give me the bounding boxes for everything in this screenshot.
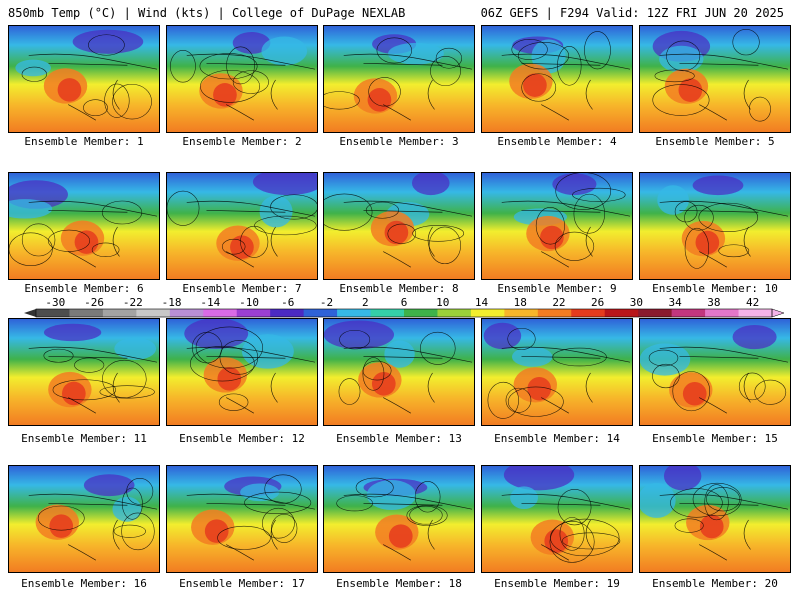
colorbar-tick-label: -22 — [123, 296, 143, 309]
run-info: 06Z GEFS | F294 Valid: 12Z FRI JUN 20 20… — [480, 6, 784, 20]
colorbar-segment — [136, 309, 171, 317]
colorbar-tick-label: -14 — [200, 296, 220, 309]
colorbar-segment — [36, 309, 70, 317]
chart-title: 850mb Temp (°C) | Wind (kts) | College o… — [8, 6, 406, 20]
member-map-9 — [481, 172, 633, 280]
colorbar-tick-label: 6 — [401, 296, 408, 309]
colorbar-segment — [69, 309, 104, 317]
colorbar-tick-label: 26 — [591, 296, 604, 309]
member-label-5: Ensemble Member: 5 — [655, 135, 775, 148]
member-label-1: Ensemble Member: 1 — [24, 135, 144, 148]
colorbar-segment — [705, 309, 740, 317]
colorbar-tick-label: 34 — [669, 296, 683, 309]
colorbar-segment — [738, 309, 773, 317]
member-label-15: Ensemble Member: 15 — [652, 432, 778, 445]
colorbar-segment — [236, 309, 271, 317]
member-map-1 — [8, 25, 160, 133]
member-map-8 — [323, 172, 475, 280]
colorbar-tick-label: 14 — [475, 296, 489, 309]
member-label-19: Ensemble Member: 19 — [494, 577, 620, 590]
member-label-16: Ensemble Member: 16 — [21, 577, 147, 590]
colorbar-segment — [169, 309, 204, 317]
member-map-2 — [166, 25, 318, 133]
colorbar-tick-label: 30 — [630, 296, 643, 309]
colorbar-segment — [504, 309, 539, 317]
member-label-3: Ensemble Member: 3 — [339, 135, 459, 148]
colorbar-tick-label: 22 — [552, 296, 565, 309]
colorbar-segment — [203, 309, 238, 317]
colorbar-segment — [638, 309, 673, 317]
member-map-20 — [639, 465, 791, 573]
colorbar-tick-label: 10 — [436, 296, 449, 309]
colorbar-segment — [604, 309, 639, 317]
colorbar-segment — [303, 309, 338, 317]
colorbar-segment — [270, 309, 305, 317]
member-map-7 — [166, 172, 318, 280]
colorbar-segment — [102, 309, 137, 317]
member-map-6 — [8, 172, 160, 280]
colorbar-tick-label: 42 — [746, 296, 759, 309]
member-map-11 — [8, 318, 160, 426]
colorbar-segment — [404, 309, 438, 317]
colorbar-tick-label: -2 — [320, 296, 333, 309]
member-label-6: Ensemble Member: 6 — [24, 282, 144, 295]
colorbar-tick-label: -30 — [45, 296, 65, 309]
member-map-10 — [639, 172, 791, 280]
member-map-5 — [639, 25, 791, 133]
colorbar-segment — [671, 309, 706, 317]
colorbar-segment — [470, 309, 505, 317]
member-label-18: Ensemble Member: 18 — [336, 577, 462, 590]
colorbar-segment — [370, 309, 405, 317]
colorbar-tick-label: -18 — [162, 296, 182, 309]
member-label-14: Ensemble Member: 14 — [494, 432, 620, 445]
member-label-9: Ensemble Member: 9 — [497, 282, 617, 295]
member-map-4 — [481, 25, 633, 133]
member-map-17 — [166, 465, 318, 573]
colorbar-arrow-right — [771, 308, 785, 318]
member-label-12: Ensemble Member: 12 — [179, 432, 305, 445]
colorbar-tick-label: 18 — [514, 296, 527, 309]
colorbar-segment — [437, 309, 472, 317]
colorbar-tick-label: 38 — [707, 296, 720, 309]
colorbar-tick-label: -10 — [239, 296, 259, 309]
member-map-14 — [481, 318, 633, 426]
member-map-12 — [166, 318, 318, 426]
member-label-8: Ensemble Member: 8 — [339, 282, 459, 295]
member-label-20: Ensemble Member: 20 — [652, 577, 778, 590]
member-map-16 — [8, 465, 160, 573]
temperature-colorbar: -30 -26 -22 -18 -14 -10 -6 -2 2 6 10 14 18 22 26 30 34 38… — [24, 296, 785, 318]
colorbar-tick-label: -26 — [84, 296, 104, 309]
colorbar-tick-label: 2 — [362, 296, 369, 309]
member-label-2: Ensemble Member: 2 — [182, 135, 302, 148]
colorbar-tick-label: -6 — [281, 296, 294, 309]
colorbar-segment — [537, 309, 572, 317]
member-label-10: Ensemble Member: 10 — [652, 282, 778, 295]
colorbar-segment — [337, 309, 372, 317]
member-label-13: Ensemble Member: 13 — [336, 432, 462, 445]
member-map-18 — [323, 465, 475, 573]
member-map-13 — [323, 318, 475, 426]
member-map-15 — [639, 318, 791, 426]
member-label-17: Ensemble Member: 17 — [179, 577, 305, 590]
member-label-7: Ensemble Member: 7 — [182, 282, 302, 295]
colorbar-arrow-left — [24, 309, 36, 317]
member-label-4: Ensemble Member: 4 — [497, 135, 617, 148]
member-map-3 — [323, 25, 475, 133]
colorbar-segment — [571, 309, 606, 317]
member-label-11: Ensemble Member: 11 — [21, 432, 147, 445]
member-map-19 — [481, 465, 633, 573]
